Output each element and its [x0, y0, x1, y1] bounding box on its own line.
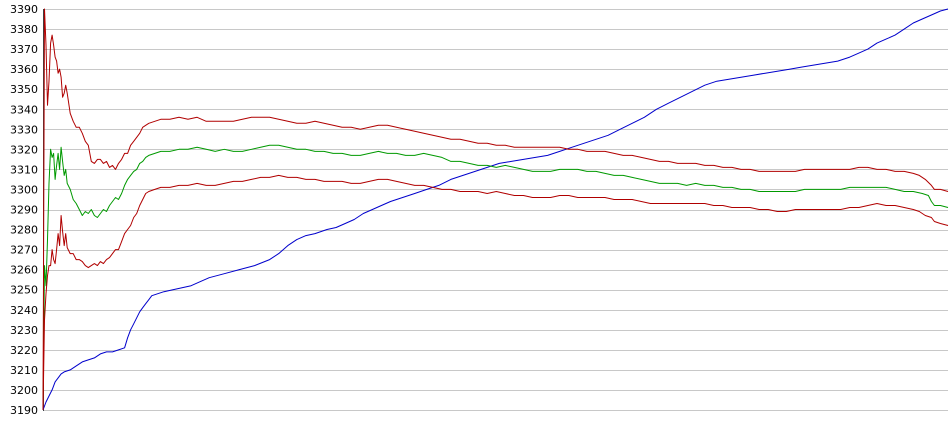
y-tick-label: 3200 [10, 384, 38, 397]
y-tick-label: 3280 [10, 224, 38, 237]
y-tick-label: 3190 [10, 404, 38, 417]
y-tick-label: 3350 [10, 83, 38, 96]
y-axis: 3190 3200 3210 3220 3230 3240 3250 3260 3270 3280… [10, 3, 44, 417]
y-tick-label: 3250 [10, 284, 38, 297]
y-tick-label: 3390 [10, 3, 38, 16]
series-line-4 [42, 174, 949, 411]
y-tick-label: 3270 [10, 244, 38, 257]
y-tick-label: 3370 [10, 43, 38, 56]
y-tick-label: 3290 [10, 204, 38, 217]
series-line-3 [42, 8, 949, 411]
y-tick-label: 3220 [10, 344, 38, 357]
y-tick-label: 3340 [10, 103, 38, 116]
y-tick-label: 3380 [10, 23, 38, 36]
grid-lines [43, 9, 948, 411]
y-tick-label: 3260 [10, 264, 38, 277]
y-tick-label: 3320 [10, 143, 38, 156]
y-tick-label: 3300 [10, 183, 38, 196]
series-lines [42, 8, 949, 411]
y-tick-label: 3210 [10, 364, 38, 377]
y-tick-label: 3310 [10, 163, 38, 176]
series-line-1 [42, 8, 949, 411]
y-tick-label: 3240 [10, 304, 38, 317]
series-line-2 [42, 144, 949, 411]
y-tick-label: 3360 [10, 63, 38, 76]
y-tick-label: 3230 [10, 324, 38, 337]
y-tick-label: 3330 [10, 123, 38, 136]
